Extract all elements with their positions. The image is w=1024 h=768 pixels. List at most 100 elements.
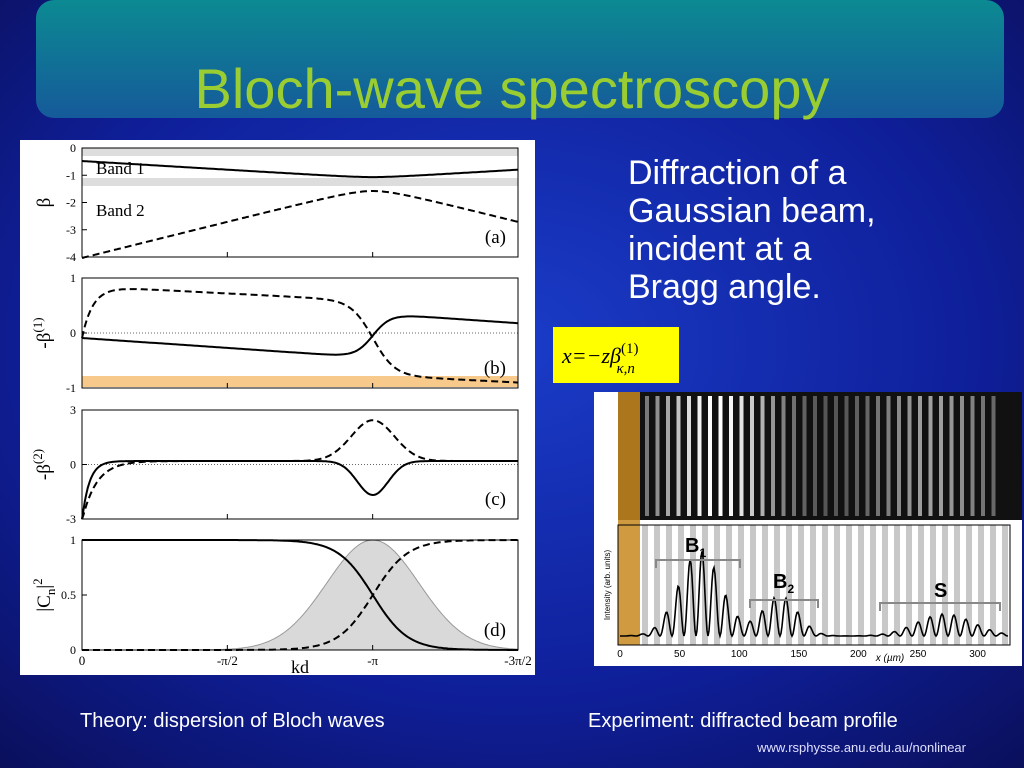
bullet-line: Bragg angle. (628, 268, 821, 306)
y-label-tail: | (34, 585, 55, 589)
stripe (678, 525, 684, 645)
beam-fringe (886, 396, 891, 516)
band-label: Band 2 (96, 201, 145, 220)
x-tick-label: -3π/2 (504, 653, 532, 668)
stripe (822, 525, 828, 645)
panel-label: (b) (484, 358, 506, 379)
curve (81, 419, 518, 520)
group-label: S (934, 580, 947, 602)
group-label-main: B (773, 571, 787, 593)
y-tick-label: 0.5 (61, 588, 76, 602)
beam-fringe (813, 396, 817, 516)
x-tick-label: 300 (969, 649, 986, 660)
y-tick-label: -1 (66, 168, 76, 182)
x-tick-label: -π/2 (217, 653, 238, 668)
beam-fringe (676, 396, 681, 516)
group-label: B1 (685, 535, 706, 560)
beam-fringe (991, 396, 996, 516)
beam-fringe (918, 396, 922, 516)
y-tick-label: -4 (66, 250, 76, 264)
stripe (882, 525, 888, 645)
curve (81, 288, 518, 384)
group-label-main: S (934, 580, 947, 602)
beam-fringe (760, 396, 765, 516)
beam-fringe (823, 396, 828, 516)
stripe (894, 525, 900, 645)
beam-fringe (876, 396, 880, 516)
bullet-line: incident at a (628, 230, 811, 268)
bullet-line: Gaussian beam, (628, 192, 876, 230)
bracket (879, 602, 1001, 611)
y-tick-label: -2 (66, 196, 76, 210)
stripe (1002, 525, 1008, 645)
formula-sup: (1) (621, 341, 639, 357)
stripe (978, 525, 984, 645)
curve (81, 190, 519, 259)
x-tick-label: 100 (731, 649, 748, 660)
panel: 1 0.5 0 (d) |Cn|2 (30, 533, 519, 657)
beam-fringe (729, 396, 733, 516)
y-label-main: |C (34, 595, 55, 611)
beam-image (618, 392, 1022, 520)
formula: x=−zβ(1) κ,n (561, 341, 638, 377)
stripe (906, 525, 912, 645)
stripe (798, 525, 804, 645)
stripe (930, 525, 936, 645)
stripe (714, 525, 720, 645)
panel-label: (c) (485, 489, 506, 510)
stripe (666, 525, 672, 645)
band-highlight (82, 148, 518, 156)
stripe (726, 525, 732, 645)
title: Bloch-wave spectroscopy (195, 57, 830, 120)
caption-right: Experiment: diffracted beam profile (588, 710, 898, 732)
y-axis-label: Intensity (arb. units) (603, 550, 612, 621)
stripe (954, 525, 960, 645)
stripe (750, 525, 756, 645)
stripe (834, 525, 840, 645)
stripe (738, 525, 744, 645)
title-bar (36, 0, 1004, 118)
y-label-main: β (34, 198, 55, 208)
beam-fringe (897, 396, 901, 516)
y-tick-label: 1 (70, 533, 76, 547)
plot-frame (617, 524, 1011, 646)
beam-fringe (844, 396, 849, 516)
beam-fringe (687, 396, 691, 516)
beam-fringe (970, 396, 975, 516)
stripe (654, 525, 660, 645)
group-label: B2 (773, 571, 794, 596)
beam-fringe (855, 396, 859, 516)
group-label-sub: 2 (787, 582, 794, 596)
panel-label: (d) (484, 620, 506, 641)
y-label-sub: n (43, 588, 58, 595)
caption-left: Theory: dispersion of Bloch waves (80, 710, 385, 732)
y-tick-label: 0 (70, 458, 76, 472)
intensity-curve (619, 551, 1009, 640)
y-tick-label: 0 (70, 326, 76, 340)
beam-fringe (981, 396, 985, 516)
beam-fringe (907, 396, 912, 516)
band-highlight (82, 178, 518, 186)
group-label-main: B (685, 535, 699, 557)
formula-main: x=−zβ (561, 343, 621, 368)
x-axis-label: x (µm) (875, 653, 905, 664)
y-axis-label: -β(2) (30, 449, 55, 480)
stripe (774, 525, 780, 645)
beam-fringe (781, 396, 786, 516)
stripe (966, 525, 972, 645)
formula-box (553, 327, 679, 383)
x-axis-label: kd (291, 657, 309, 677)
band-highlight (82, 376, 518, 387)
url: www.rsphysse.anu.edu.au/nonlinear (756, 740, 967, 755)
y-tick-label: -3 (66, 512, 76, 526)
beam-fringe (939, 396, 943, 516)
panel: 3 0 -3 (c) -β(2) (30, 403, 519, 526)
beam-fringe (960, 396, 964, 516)
y-tick-label: 3 (70, 403, 76, 417)
x-tick-label: -π (367, 653, 378, 668)
x-tick-label: 150 (790, 649, 807, 660)
y-axis-label: β (34, 198, 55, 208)
y-tick-label: 0 (70, 141, 76, 155)
